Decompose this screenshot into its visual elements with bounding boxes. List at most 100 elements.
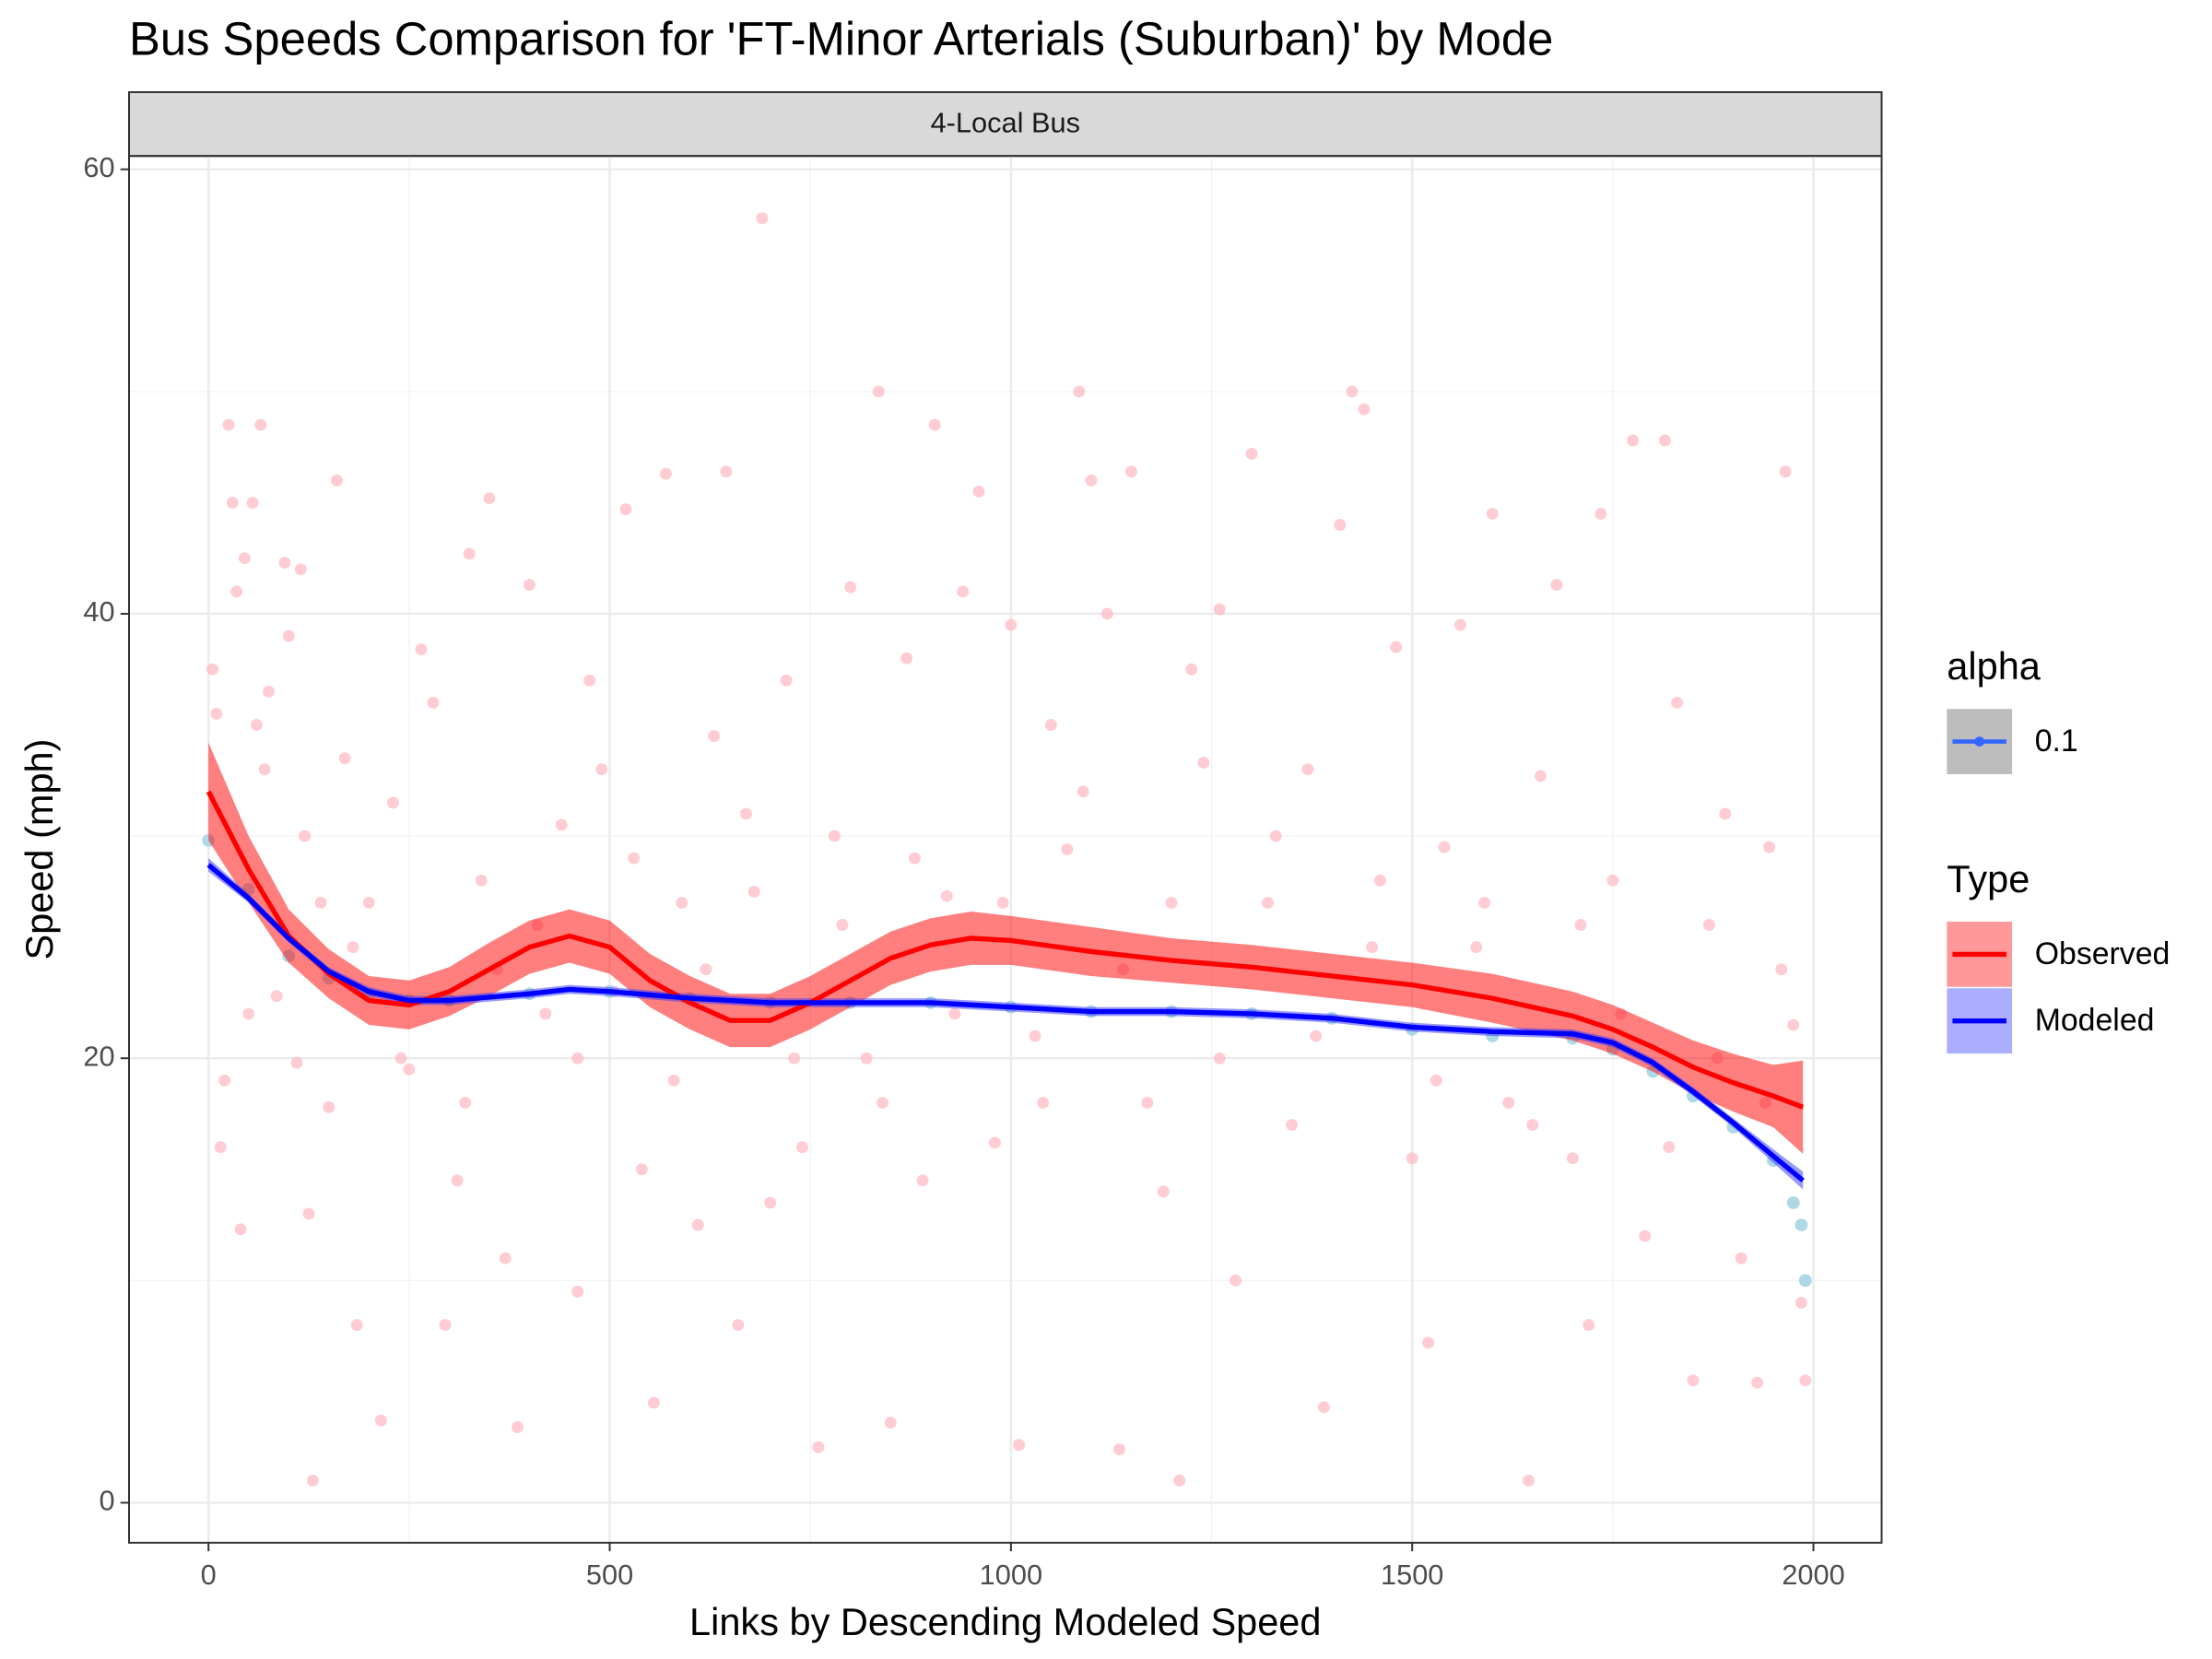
observed-point	[338, 752, 351, 765]
observed-point	[1346, 385, 1359, 398]
observed-point	[877, 1096, 889, 1109]
observed-point	[1671, 696, 1683, 709]
y-tick-label: 20	[83, 1040, 114, 1072]
y-tick-label: 60	[83, 151, 114, 183]
observed-point	[1334, 519, 1347, 531]
observed-point	[940, 889, 953, 902]
chart-title: Bus Speeds Comparison for 'FT-Minor Arte…	[129, 13, 1553, 65]
observed-point	[1037, 1096, 1050, 1109]
observed-point	[263, 685, 275, 698]
observed-point	[242, 1007, 255, 1020]
observed-point	[1779, 465, 1792, 478]
observed-point	[1658, 434, 1671, 447]
observed-point	[756, 212, 769, 225]
observed-point	[1077, 785, 1089, 798]
observed-point	[270, 990, 283, 1003]
observed-point	[1390, 641, 1403, 653]
observed-point	[916, 1174, 929, 1187]
observed-point	[415, 643, 428, 655]
observed-point	[290, 1056, 303, 1069]
observed-point	[282, 629, 295, 642]
legend-label: 0.1	[2035, 724, 2078, 759]
observed-point	[258, 763, 271, 776]
observed-point	[250, 719, 263, 731]
observed-point	[214, 1141, 227, 1154]
observed-point	[1574, 919, 1587, 931]
observed-point	[386, 796, 399, 809]
observed-point	[1719, 807, 1732, 820]
observed-point	[1141, 1096, 1154, 1109]
observed-point	[1230, 1274, 1242, 1287]
observed-point	[1197, 757, 1210, 769]
observed-point	[1550, 579, 1563, 592]
observed-point	[988, 1136, 1001, 1149]
observed-point	[350, 1319, 363, 1332]
observed-point	[691, 1218, 704, 1231]
observed-point	[1583, 1319, 1595, 1332]
observed-point	[1269, 830, 1282, 842]
observed-point	[218, 1074, 231, 1087]
observed-point	[1262, 896, 1274, 909]
observed-point	[1073, 385, 1086, 398]
observed-point	[1594, 507, 1607, 520]
plot-panel	[129, 156, 1882, 1543]
observed-point	[210, 707, 223, 720]
observed-point	[872, 385, 885, 398]
observed-point	[1799, 1374, 1812, 1387]
observed-point	[860, 1052, 873, 1065]
observed-point	[499, 1252, 512, 1265]
legend-key-point	[1974, 736, 1985, 747]
observed-point	[294, 563, 307, 576]
observed-point	[299, 830, 312, 842]
panel-border	[127, 155, 1883, 1544]
observed-point	[1301, 763, 1314, 776]
observed-point	[1502, 1096, 1515, 1109]
observed-point	[246, 496, 259, 509]
observed-point	[1787, 1018, 1800, 1031]
observed-point	[1735, 1252, 1747, 1265]
observed-point	[1112, 1443, 1125, 1456]
observed-point	[511, 1421, 524, 1433]
x-tick-label: 2000	[1782, 1559, 1844, 1591]
observed-point	[1310, 1030, 1323, 1042]
facet-label: 4-Local Bus	[931, 107, 1080, 139]
observed-point	[1627, 434, 1640, 447]
observed-point	[323, 1100, 335, 1113]
observed-point	[234, 1223, 247, 1236]
observed-point	[1478, 896, 1491, 909]
observed-point	[732, 1319, 745, 1332]
observed-point	[1157, 1185, 1170, 1198]
observed-point	[1245, 447, 1258, 460]
observed-point	[254, 418, 267, 431]
observed-point	[844, 581, 857, 594]
observed-point	[302, 1207, 315, 1220]
observed-point	[1061, 843, 1074, 855]
observed-point	[1213, 1052, 1226, 1065]
observed-point	[972, 485, 985, 498]
observed-point	[427, 696, 440, 709]
observed-point	[1044, 719, 1057, 731]
modeled-point	[1786, 1196, 1800, 1209]
legend: alpha 0.1 Type Observed Modeled	[1947, 644, 2171, 1054]
legend-label: Observed	[2035, 936, 2171, 971]
observed-point	[1566, 1152, 1579, 1165]
observed-point	[571, 1285, 584, 1298]
observed-point	[1013, 1439, 1026, 1452]
observed-point	[647, 1396, 660, 1409]
y-tick-label: 0	[100, 1485, 115, 1517]
observed-point	[1775, 963, 1788, 976]
observed-point	[1100, 607, 1113, 620]
observed-point	[583, 674, 596, 687]
observed-point	[483, 492, 496, 505]
observed-point	[362, 896, 375, 909]
observed-point	[720, 465, 733, 478]
observed-point	[1165, 896, 1178, 909]
observed-point	[226, 496, 239, 509]
observed-point	[1453, 618, 1466, 631]
x-axis-label: Links by Descending Modeled Speed	[689, 1600, 1321, 1643]
observed-point	[948, 1007, 961, 1020]
observed-point	[1606, 874, 1619, 887]
observed-point	[676, 896, 688, 909]
observed-point	[928, 418, 941, 431]
